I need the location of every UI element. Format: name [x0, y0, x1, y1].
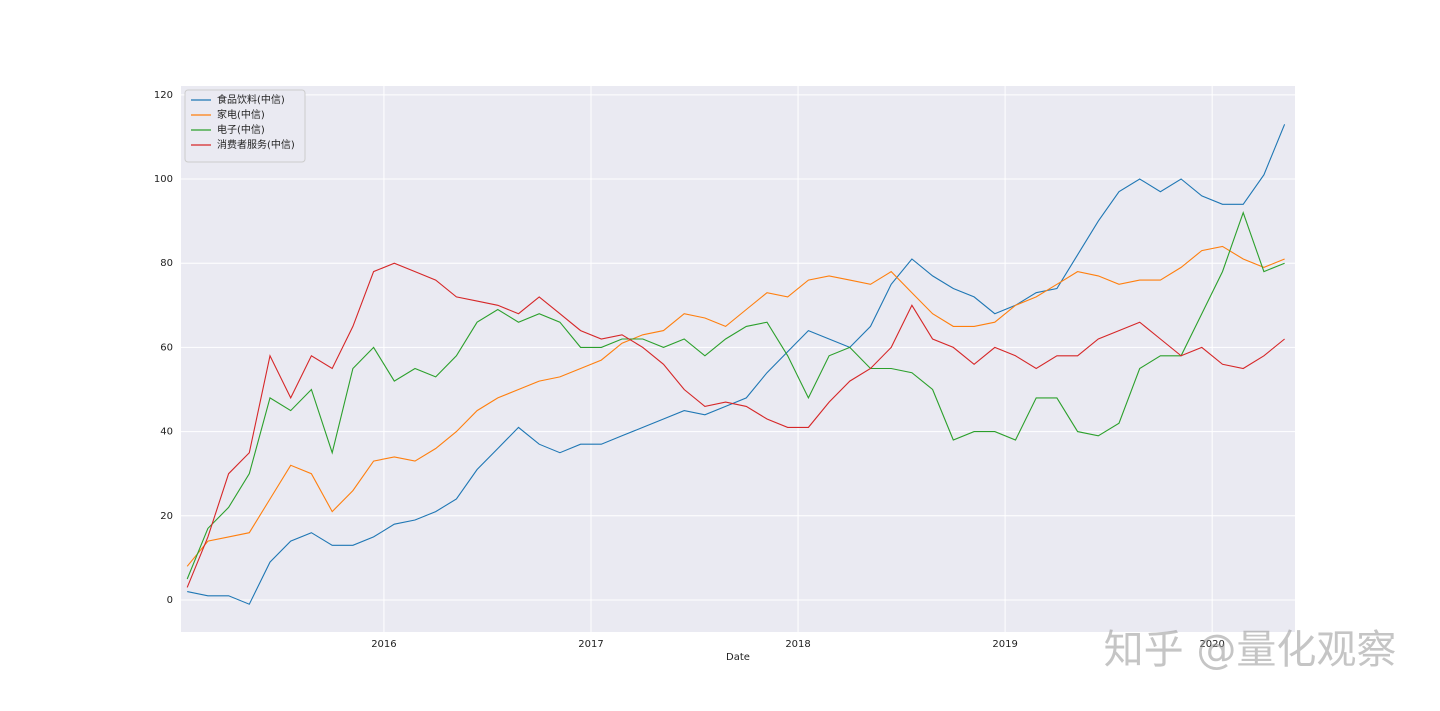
labels: 0 20 40 60 80 100 120 2016 2017 2018 2019 2020 食品饮料(… — [154, 89, 1225, 650]
legend-label: 食品饮料(中信) — [217, 93, 285, 106]
y-tick-label: 0 — [167, 595, 173, 606]
legend-label: 电子(中信) — [217, 123, 265, 136]
series-line — [186, 262, 1285, 588]
x-tick-label: 2019 — [992, 639, 1017, 650]
legend-label: 家电(中信) — [217, 108, 265, 121]
x-tick-label: 2020 — [1199, 639, 1224, 650]
series-line — [186, 245, 1285, 567]
y-tick-label: 80 — [160, 258, 173, 269]
plot-area — [181, 86, 1295, 632]
y-tick-label: 40 — [160, 427, 173, 438]
x-tick-label: 2017 — [578, 639, 603, 650]
y-tick-label: 120 — [154, 90, 173, 101]
y-tick-label: 60 — [160, 342, 173, 353]
y-tick-label: 100 — [154, 174, 173, 185]
x-tick-label: 2016 — [371, 639, 396, 650]
x-axis-label: Date — [726, 652, 750, 663]
legend-label: 消费者服务(中信) — [217, 138, 295, 151]
series-line — [187, 124, 1286, 605]
legend-box — [184, 89, 306, 163]
series-line — [186, 211, 1285, 580]
x-tick-label: 2018 — [785, 639, 810, 650]
lines — [186, 124, 1286, 605]
y-tick-label: 20 — [160, 511, 173, 522]
watermark: 知乎 @量化观察 — [1104, 627, 1397, 673]
grid — [181, 86, 1295, 632]
